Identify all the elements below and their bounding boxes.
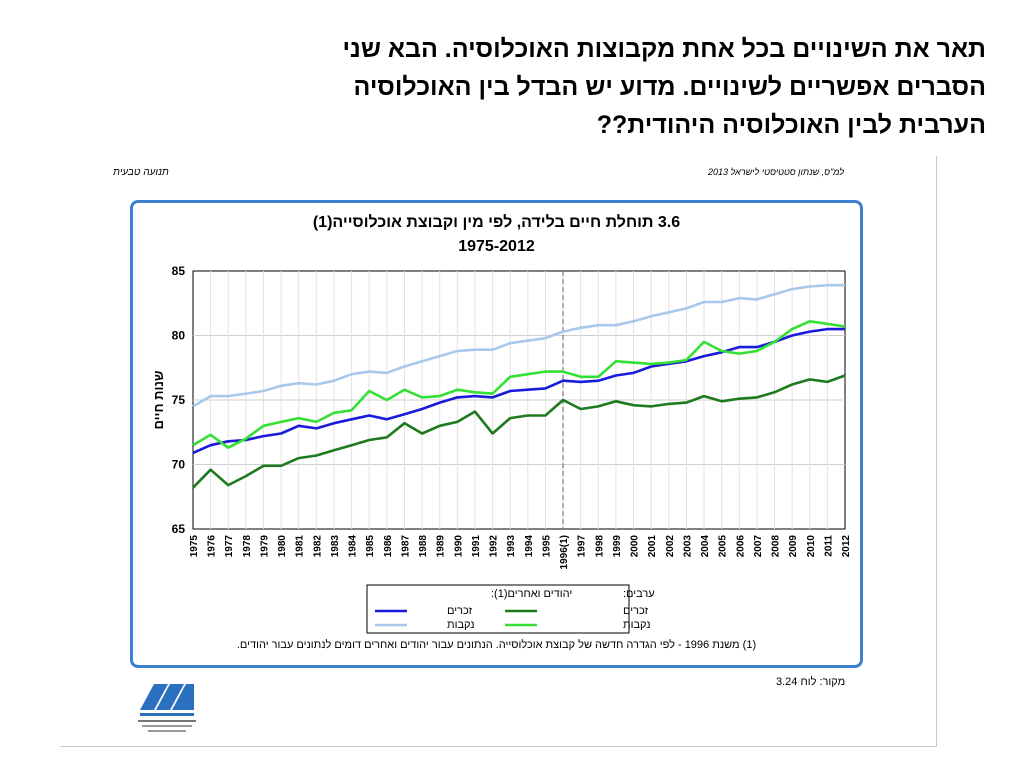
x-tick-label: 1975 (189, 535, 200, 558)
y-axis-label: שנות חיים (151, 371, 166, 430)
chart-title: 3.6 תוחלת חיים בלידה, לפי מין וקבוצת אוכ… (312, 214, 681, 231)
x-tick-label: 2000 (630, 535, 641, 558)
x-tick-label: 2012 (841, 535, 852, 558)
x-tick-label: 1981 (295, 535, 306, 558)
legend-label-arab-female: נקבות (623, 619, 651, 631)
x-tick-label: 2011 (823, 535, 834, 557)
chart-title-block: 3.6 תוחלת חיים בלידה, לפי מין וקבוצת אוכ… (133, 211, 860, 259)
x-tick-label: 1993 (506, 535, 517, 558)
x-tick-label: 1997 (577, 535, 588, 558)
chart-subtitle: 1975-2012 (458, 238, 535, 255)
page-header-source: למ"ס, שנתון סטטיסטי לישראל 2013 (708, 167, 845, 177)
x-tick-label: 2003 (682, 535, 693, 558)
question-text: תאר את השינויים בכל אחת מקבוצות האוכלוסי… (86, 30, 987, 144)
x-tick-label: 1992 (489, 535, 500, 558)
x-tick-label: 1980 (277, 535, 288, 558)
series-line-arab_female (192, 320, 846, 449)
x-tick-label: 1978 (242, 535, 253, 558)
x-tick-label: 1990 (453, 535, 464, 558)
x-tick-label: 1982 (312, 535, 323, 558)
legend-box (366, 584, 630, 634)
x-tick-label: 2001 (647, 535, 658, 558)
x-tick-label: 1996(1) (559, 535, 570, 569)
x-tick-label: 2008 (771, 535, 782, 558)
x-tick-label: 2010 (806, 535, 817, 558)
page-header-section: תנועה טבעית (113, 167, 169, 178)
x-tick-label: 2009 (788, 535, 799, 558)
series-line-jewish_male (192, 327, 845, 455)
chart-footnote: (1) משנת 1996 - לפי הגדרה חדשה של קבוצת … (236, 639, 757, 651)
x-tick-label: 1977 (224, 535, 235, 558)
scanned-page: תנועה טבעית למ"ס, שנתון סטטיסטי לישראל 2… (60, 156, 937, 747)
question-line-3: הערבית לבין האוכלוסיה היהודית?? (596, 111, 986, 139)
x-tick-label: 1991 (471, 535, 482, 558)
y-tick-label: 70 (172, 458, 186, 472)
x-tick-label: 1986 (383, 535, 394, 558)
source-note: מקור: לוח 3.24 (776, 676, 846, 688)
x-tick-label: 1989 (436, 535, 447, 558)
legend-label-jewish-male: זכרים (447, 605, 473, 617)
question-line-2: הסברים אפשריים לשינויים. מדוע יש הבדל בי… (353, 73, 986, 101)
x-tick-label: 1976 (207, 535, 218, 558)
legend-group-jewish: יהודים ואחרים(1): (491, 588, 572, 600)
y-tick-label: 65 (172, 522, 186, 536)
y-tick-label: 75 (172, 393, 186, 407)
x-tick-label: 1984 (348, 535, 359, 558)
legend-label-arab-male: זכרים (623, 605, 649, 617)
x-tick-label: 1988 (418, 535, 429, 558)
x-tick-label: 1983 (330, 535, 341, 558)
legend-label-jewish-female: נקבות (447, 619, 475, 631)
x-tick-label: 1995 (541, 535, 552, 558)
x-tick-label: 2007 (753, 535, 764, 558)
x-tick-label: 2006 (735, 535, 746, 558)
question-line-1: תאר את השינויים בכל אחת מקבוצות האוכלוסי… (342, 35, 987, 63)
series-line-arab_male (192, 374, 846, 489)
y-tick-label: 85 (172, 264, 186, 278)
cbs-logo (138, 684, 196, 732)
x-tick-label: 1987 (400, 535, 411, 558)
x-tick-label: 1998 (594, 535, 605, 558)
x-tick-label: 1979 (259, 535, 270, 558)
x-tick-label: 2004 (700, 535, 711, 558)
series-line-jewish_female (192, 283, 845, 408)
x-tick-label: 2005 (718, 535, 729, 558)
x-tick-label: 2002 (665, 535, 676, 558)
chart-frame: 3.6 תוחלת חיים בלידה, לפי מין וקבוצת אוכ… (130, 200, 863, 668)
x-tick-label: 1985 (365, 535, 376, 558)
legend-group-arab: ערבים: (623, 588, 655, 600)
y-tick-label: 80 (172, 329, 186, 343)
x-tick-label: 1999 (612, 535, 623, 558)
x-tick-label: 1994 (524, 535, 535, 558)
life-expectancy-chart: 65 70 75 80 85 1975 1976 1977 1978 1979 1980 1981 19… (151, 264, 852, 634)
